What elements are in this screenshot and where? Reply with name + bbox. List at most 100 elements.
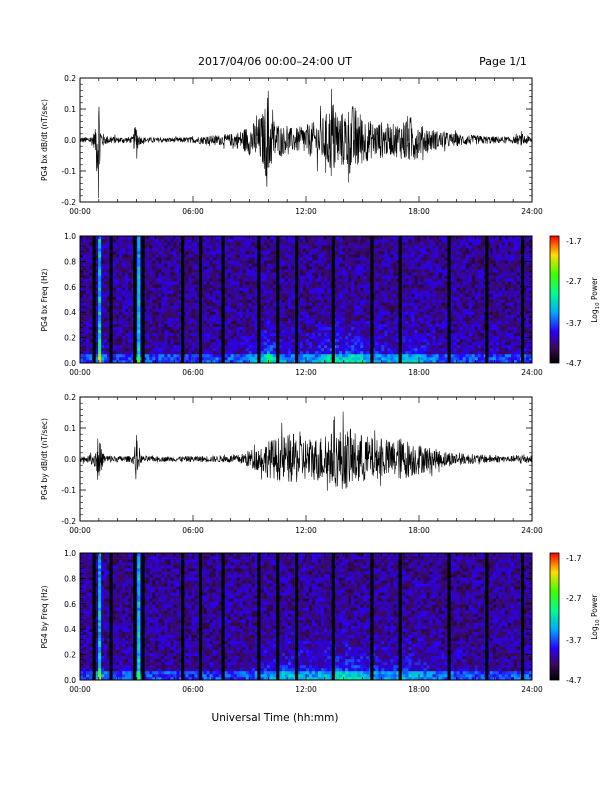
bx-spectrogram-cell <box>411 281 415 285</box>
bx-spectrogram-cell <box>245 338 250 343</box>
bx-waveform-xticks: 00:00 06:00 12:00 18:00 24:00 <box>69 78 543 216</box>
bx-spectrogram-cell <box>375 272 379 276</box>
bx-spectrogram-cell <box>321 245 325 249</box>
bx-spectrogram-cell <box>218 359 222 364</box>
bx-spectrogram-cell <box>146 296 150 300</box>
bx-spectrogram-cell <box>242 326 247 331</box>
bx-spectrogram-cell <box>302 314 307 318</box>
bx-spectrogram-cell <box>170 350 174 355</box>
bx-spectrogram-cell <box>366 242 370 246</box>
bx-spectrogram-cell <box>336 239 340 243</box>
bx-spectrogram-cell <box>173 308 177 312</box>
bx-spectrogram-cell <box>381 299 385 303</box>
bx-spectrogram-cell <box>158 347 162 352</box>
bx-spectrogram-cell <box>155 329 159 334</box>
bx-spectrogram-cell <box>296 347 301 352</box>
bx-spectrogram-cell <box>164 305 168 309</box>
bx-spectrogram-cell <box>266 242 271 246</box>
bx-spectrogram-cell <box>167 245 171 249</box>
bx-spectrogram-cell <box>155 275 159 279</box>
bx-spectrogram-cell <box>218 242 222 246</box>
bx-spectrogram-cell <box>278 260 283 264</box>
bx-spectrogram-cell <box>143 332 147 337</box>
bx-spectrogram-cell <box>113 287 117 291</box>
bx-spectrogram-cell <box>375 299 379 303</box>
bx-spectrogram-cell <box>390 320 394 324</box>
bx-spectrogram-cell <box>420 254 424 258</box>
bx-spectrogram-cell <box>152 323 156 328</box>
bx-spectrogram-cell <box>239 320 244 324</box>
bx-spectrogram-cell <box>324 266 328 270</box>
bx-spectrogram-cell <box>263 260 268 264</box>
bx-spectrogram-cell <box>306 338 310 343</box>
bx-spectrogram-cell <box>269 314 274 318</box>
bx-spectrogram-cell <box>287 359 292 364</box>
bx-spectrogram-cell <box>203 344 207 349</box>
bx-spectrogram-cell <box>423 269 427 273</box>
bx-spectrogram-cell <box>296 299 301 303</box>
bx-spectrogram-cell <box>158 272 162 276</box>
bx-spectrogram-cell <box>411 269 415 273</box>
bx-spectrogram-cell <box>278 359 283 364</box>
bx-spectrogram-cell <box>101 245 105 249</box>
bx-spectrogram-cell <box>101 335 105 340</box>
bx-spectrogram-cell <box>417 290 421 294</box>
bx-spectrogram-cell <box>164 260 168 264</box>
bx-spectrogram-cell <box>263 320 268 324</box>
bx-spectrogram-cell <box>378 272 382 276</box>
bx-spectrogram-cell <box>357 326 361 331</box>
bx-spectrogram-cell <box>254 344 259 349</box>
bx-spectrogram-cell <box>321 317 325 321</box>
bx-spectrogram-cell <box>170 335 174 340</box>
bx-spectrogram-cell <box>348 323 352 328</box>
bx-spectrogram-cell <box>113 335 117 340</box>
bx-spectrogram-cell <box>312 275 316 279</box>
bx-spectrogram-cell <box>116 266 120 270</box>
bx-spectrogram-cell <box>212 242 216 246</box>
bx-spectrogram-cell <box>149 347 153 352</box>
bx-spectrogram-cell <box>83 338 87 343</box>
bx-spectrogram-cell <box>242 242 247 246</box>
bx-spectrogram-cell <box>423 335 427 340</box>
bx-spectrogram-cell <box>209 347 213 352</box>
bx-spectrogram-cell <box>209 278 213 282</box>
bx-spectrogram-cell <box>233 314 237 318</box>
bx-spectrogram-cell <box>167 350 171 355</box>
bx-spectrogram-cell <box>306 347 310 352</box>
bx-spectrogram-cell <box>152 281 156 285</box>
bx-spectrogram-cell <box>405 245 409 249</box>
bx-spectrogram-cell <box>393 242 397 246</box>
bx-spectrogram-cell <box>116 296 120 300</box>
bx-spectrogram-cell <box>176 236 180 240</box>
bx-spectrogram-cell <box>272 269 277 273</box>
bx-spectrogram-cell <box>384 248 388 252</box>
bx-spectrogram-cell <box>387 248 391 252</box>
bx-spectrogram-cell <box>122 308 126 312</box>
bx-spectrogram-cell <box>360 311 364 315</box>
bx-spectrogram-cell <box>239 323 244 328</box>
bx-spectrogram-cell <box>248 293 253 297</box>
bx-spectrogram-cell <box>312 332 316 337</box>
bx-spectrogram-cell <box>194 335 198 340</box>
bx-spectrogram-cell <box>239 356 244 361</box>
bx-spectrogram-cell <box>218 344 222 349</box>
bx-spectrogram-cell <box>396 317 400 321</box>
bx-spectrogram-cell <box>206 266 210 270</box>
bx-spectrogram-cell <box>107 269 111 273</box>
bx-spectrogram-cell <box>185 320 189 324</box>
bx-spectrogram-cell <box>86 254 90 258</box>
bx-spectrogram-cell <box>113 290 117 294</box>
bx-spectrogram-cell <box>149 260 153 264</box>
bx-spectrogram-cell <box>429 356 433 361</box>
bx-spectrogram-cell <box>408 269 412 273</box>
bx-spectrogram-cell <box>420 266 424 270</box>
bx-spectrogram-cell <box>345 317 349 321</box>
bx-spectrogram-cell <box>272 302 277 306</box>
bx-spectrogram-cell <box>173 236 177 240</box>
bx-spectrogram-cell <box>423 311 427 315</box>
bx-spectrogram-cell <box>155 323 159 328</box>
bx-spectrogram-cell <box>230 296 234 300</box>
bx-spectrogram-cell <box>167 305 171 309</box>
bx-spectrogram-cell <box>405 344 409 349</box>
bx-spectrogram-cell <box>95 287 99 291</box>
